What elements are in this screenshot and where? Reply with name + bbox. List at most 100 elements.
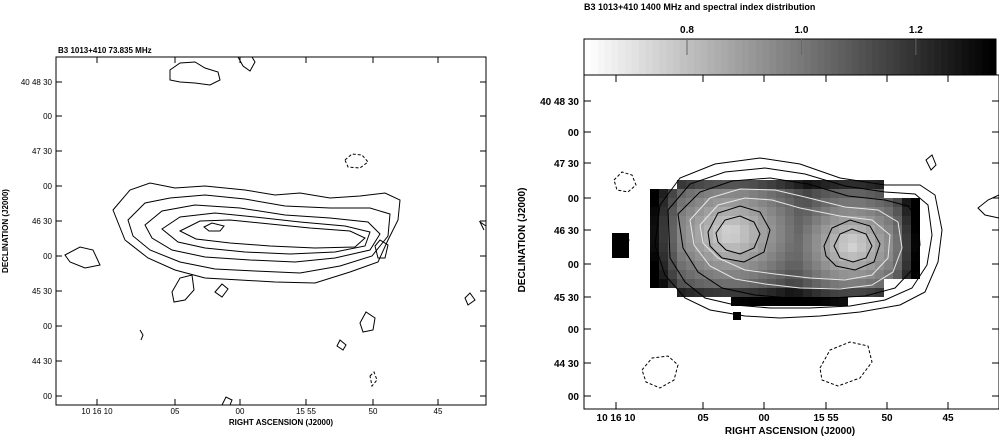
spectral-index-pixel: [875, 261, 884, 270]
spectral-index-pixel: [749, 297, 758, 306]
left-contour: [203, 222, 225, 232]
spectral-index-pixel: [722, 252, 731, 261]
spectral-index-pixel: [677, 207, 686, 216]
spectral-index-pixel: [830, 252, 839, 261]
right-contour-negative: [613, 171, 637, 193]
spectral-index-pixel: [821, 180, 830, 189]
spectral-index-pixel: [686, 243, 695, 252]
right-contour-lobe: [823, 219, 881, 271]
spectral-index-pixel: [785, 261, 794, 270]
spectral-index-pixel: [803, 180, 812, 189]
colorbar-swatch: [810, 39, 818, 75]
spectral-index-pixel: [884, 225, 893, 234]
spectral-index-pixel: [749, 261, 758, 270]
spectral-index-pixel: [704, 270, 713, 279]
left-contour: [359, 311, 376, 333]
colorbar-swatch: [728, 39, 736, 75]
spectral-index-pixel: [668, 225, 677, 234]
spectral-index-pixel: [857, 261, 866, 270]
spectral-index-pixel: [830, 216, 839, 225]
left-contour: [221, 396, 233, 406]
colorbar-swatch: [769, 39, 777, 75]
colorbar-swatch: [625, 39, 633, 75]
spectral-index-pixel: [848, 270, 857, 279]
spectral-index-pixel: [731, 279, 740, 288]
colorbar: 0.8 1.0 1.2: [583, 25, 997, 76]
spectral-index-pixel: [803, 297, 812, 306]
spectral-index-pixel: [650, 243, 659, 252]
spectral-index-pixel: [785, 198, 794, 207]
spectral-index-pixel: [686, 234, 695, 243]
spectral-index-pixel: [731, 216, 740, 225]
spectral-index-pixel: [848, 252, 857, 261]
right-y-tick-label: 00: [568, 325, 580, 336]
spectral-index-pixel: [812, 189, 821, 198]
spectral-index-pixel: [722, 207, 731, 216]
spectral-index-map: [612, 180, 920, 320]
left-x-tick-label: 15 55: [296, 407, 317, 416]
spectral-index-pixel: [875, 225, 884, 234]
spectral-index-pixel: [812, 216, 821, 225]
colorbar-swatch: [721, 39, 729, 75]
colorbar-swatch: [975, 39, 983, 75]
spectral-index-pixel: [722, 234, 731, 243]
spectral-index-pixel: [758, 270, 767, 279]
spectral-index-pixel: [704, 180, 713, 189]
spectral-index-pixel: [803, 207, 812, 216]
colorbar-swatch: [865, 39, 873, 75]
spectral-index-pixel: [866, 225, 875, 234]
spectral-index-pixel: [749, 279, 758, 288]
spectral-index-pixel: [731, 198, 740, 207]
colorbar-swatch: [844, 39, 853, 75]
spectral-index-pixel: [803, 189, 812, 198]
spectral-index-pixel: [659, 216, 668, 225]
spectral-index-pixel: [713, 225, 722, 234]
spectral-index-pixel: [668, 216, 677, 225]
spectral-index-pixel: [776, 288, 785, 297]
spectral-index-pixel: [695, 261, 704, 270]
spectral-index-pixel: [650, 216, 659, 225]
spectral-index-pixel: [803, 216, 812, 225]
spectral-index-pixel: [866, 288, 875, 297]
spectral-index-pixel: [803, 279, 812, 288]
spectral-index-pixel: [848, 288, 857, 297]
spectral-index-pixel: [686, 261, 695, 270]
spectral-index-pixel: [830, 234, 839, 243]
spectral-index-pixel: [686, 288, 695, 297]
spectral-index-pixel: [740, 216, 749, 225]
spectral-index-pixel: [803, 252, 812, 261]
spectral-index-pixel: [731, 234, 740, 243]
colorbar-swatch: [762, 39, 770, 75]
spectral-index-pixel: [902, 216, 911, 225]
spectral-index-pixel: [875, 243, 884, 252]
spectral-index-pixel: [767, 288, 776, 297]
colorbar-tick-label: 1.2: [909, 25, 923, 36]
left-contour: [64, 246, 101, 269]
spectral-index-pixel: [902, 252, 911, 261]
spectral-index-pixel: [866, 252, 875, 261]
spectral-index-pixel: [884, 234, 893, 243]
spectral-index-pixel: [740, 198, 749, 207]
spectral-index-pixel: [668, 252, 677, 261]
spectral-index-pixel: [830, 207, 839, 216]
spectral-index-pixel: [722, 261, 731, 270]
spectral-index-pixel: [911, 198, 920, 207]
colorbar-swatch: [872, 39, 880, 75]
spectral-index-pixel: [812, 297, 821, 306]
spectral-index-pixel: [893, 270, 902, 279]
spectral-index-pixel: [839, 288, 848, 297]
colorbar-swatch: [796, 39, 805, 75]
spectral-index-pixel: [839, 270, 848, 279]
right-x-tick-label: 45: [942, 413, 954, 424]
left-x-tick-label: 00: [236, 407, 245, 416]
colorbar-swatch: [638, 39, 647, 75]
spectral-index-pixel: [785, 279, 794, 288]
spectral-index-pixel: [677, 225, 686, 234]
colorbar-swatch: [838, 39, 846, 75]
colorbar-swatch: [776, 39, 784, 75]
spectral-index-pixel: [677, 216, 686, 225]
spectral-index-pixel: [902, 207, 911, 216]
colorbar-swatch: [961, 39, 970, 75]
spectral-index-pixel: [677, 261, 686, 270]
spectral-index-pixel: [821, 243, 830, 252]
